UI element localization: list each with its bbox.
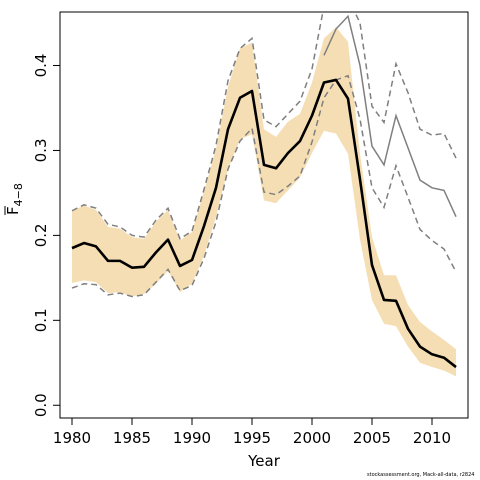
x-axis-title: Year: [247, 452, 281, 470]
y-axis: 0.0 0.1 0.2 0.3 0.4: [32, 54, 61, 417]
y-tick-label: 0.1: [32, 308, 50, 332]
prior-upper-bound-line: [71, 12, 457, 240]
y-tick-label: 0.3: [32, 139, 50, 163]
x-tick-label: 1995: [233, 429, 271, 447]
y-tick-label: 0.4: [32, 54, 50, 78]
x-tick-label: 1990: [173, 429, 211, 447]
confidence-band: [72, 27, 456, 377]
footer-credit: stockassessment.org, Mack-all-data, r282…: [367, 472, 475, 478]
prior-lower-bound-line: [71, 74, 457, 298]
y-axis-title-main: F: [4, 206, 22, 215]
x-tick-label: 2005: [353, 429, 391, 447]
y-tick-label: 0.0: [32, 393, 50, 417]
x-tick-label: 2010: [413, 429, 451, 447]
svg-text:F4−8: F4−8: [4, 183, 25, 215]
x-tick-label: 1985: [113, 429, 151, 447]
y-axis-title: F4−8: [4, 183, 25, 215]
x-axis: 1980 1985 1990 1995 2000 2005 2010: [53, 417, 451, 447]
estimate-line: [71, 78, 457, 369]
y-tick-label: 0.2: [32, 223, 50, 247]
prior-estimate-line: [323, 14, 457, 218]
y-axis-title-subscript: 4−8: [12, 183, 25, 206]
plot-frame: [59, 11, 469, 419]
x-tick-label: 2000: [293, 429, 331, 447]
x-tick-label: 1980: [53, 429, 91, 447]
plot-content: [71, 12, 457, 377]
